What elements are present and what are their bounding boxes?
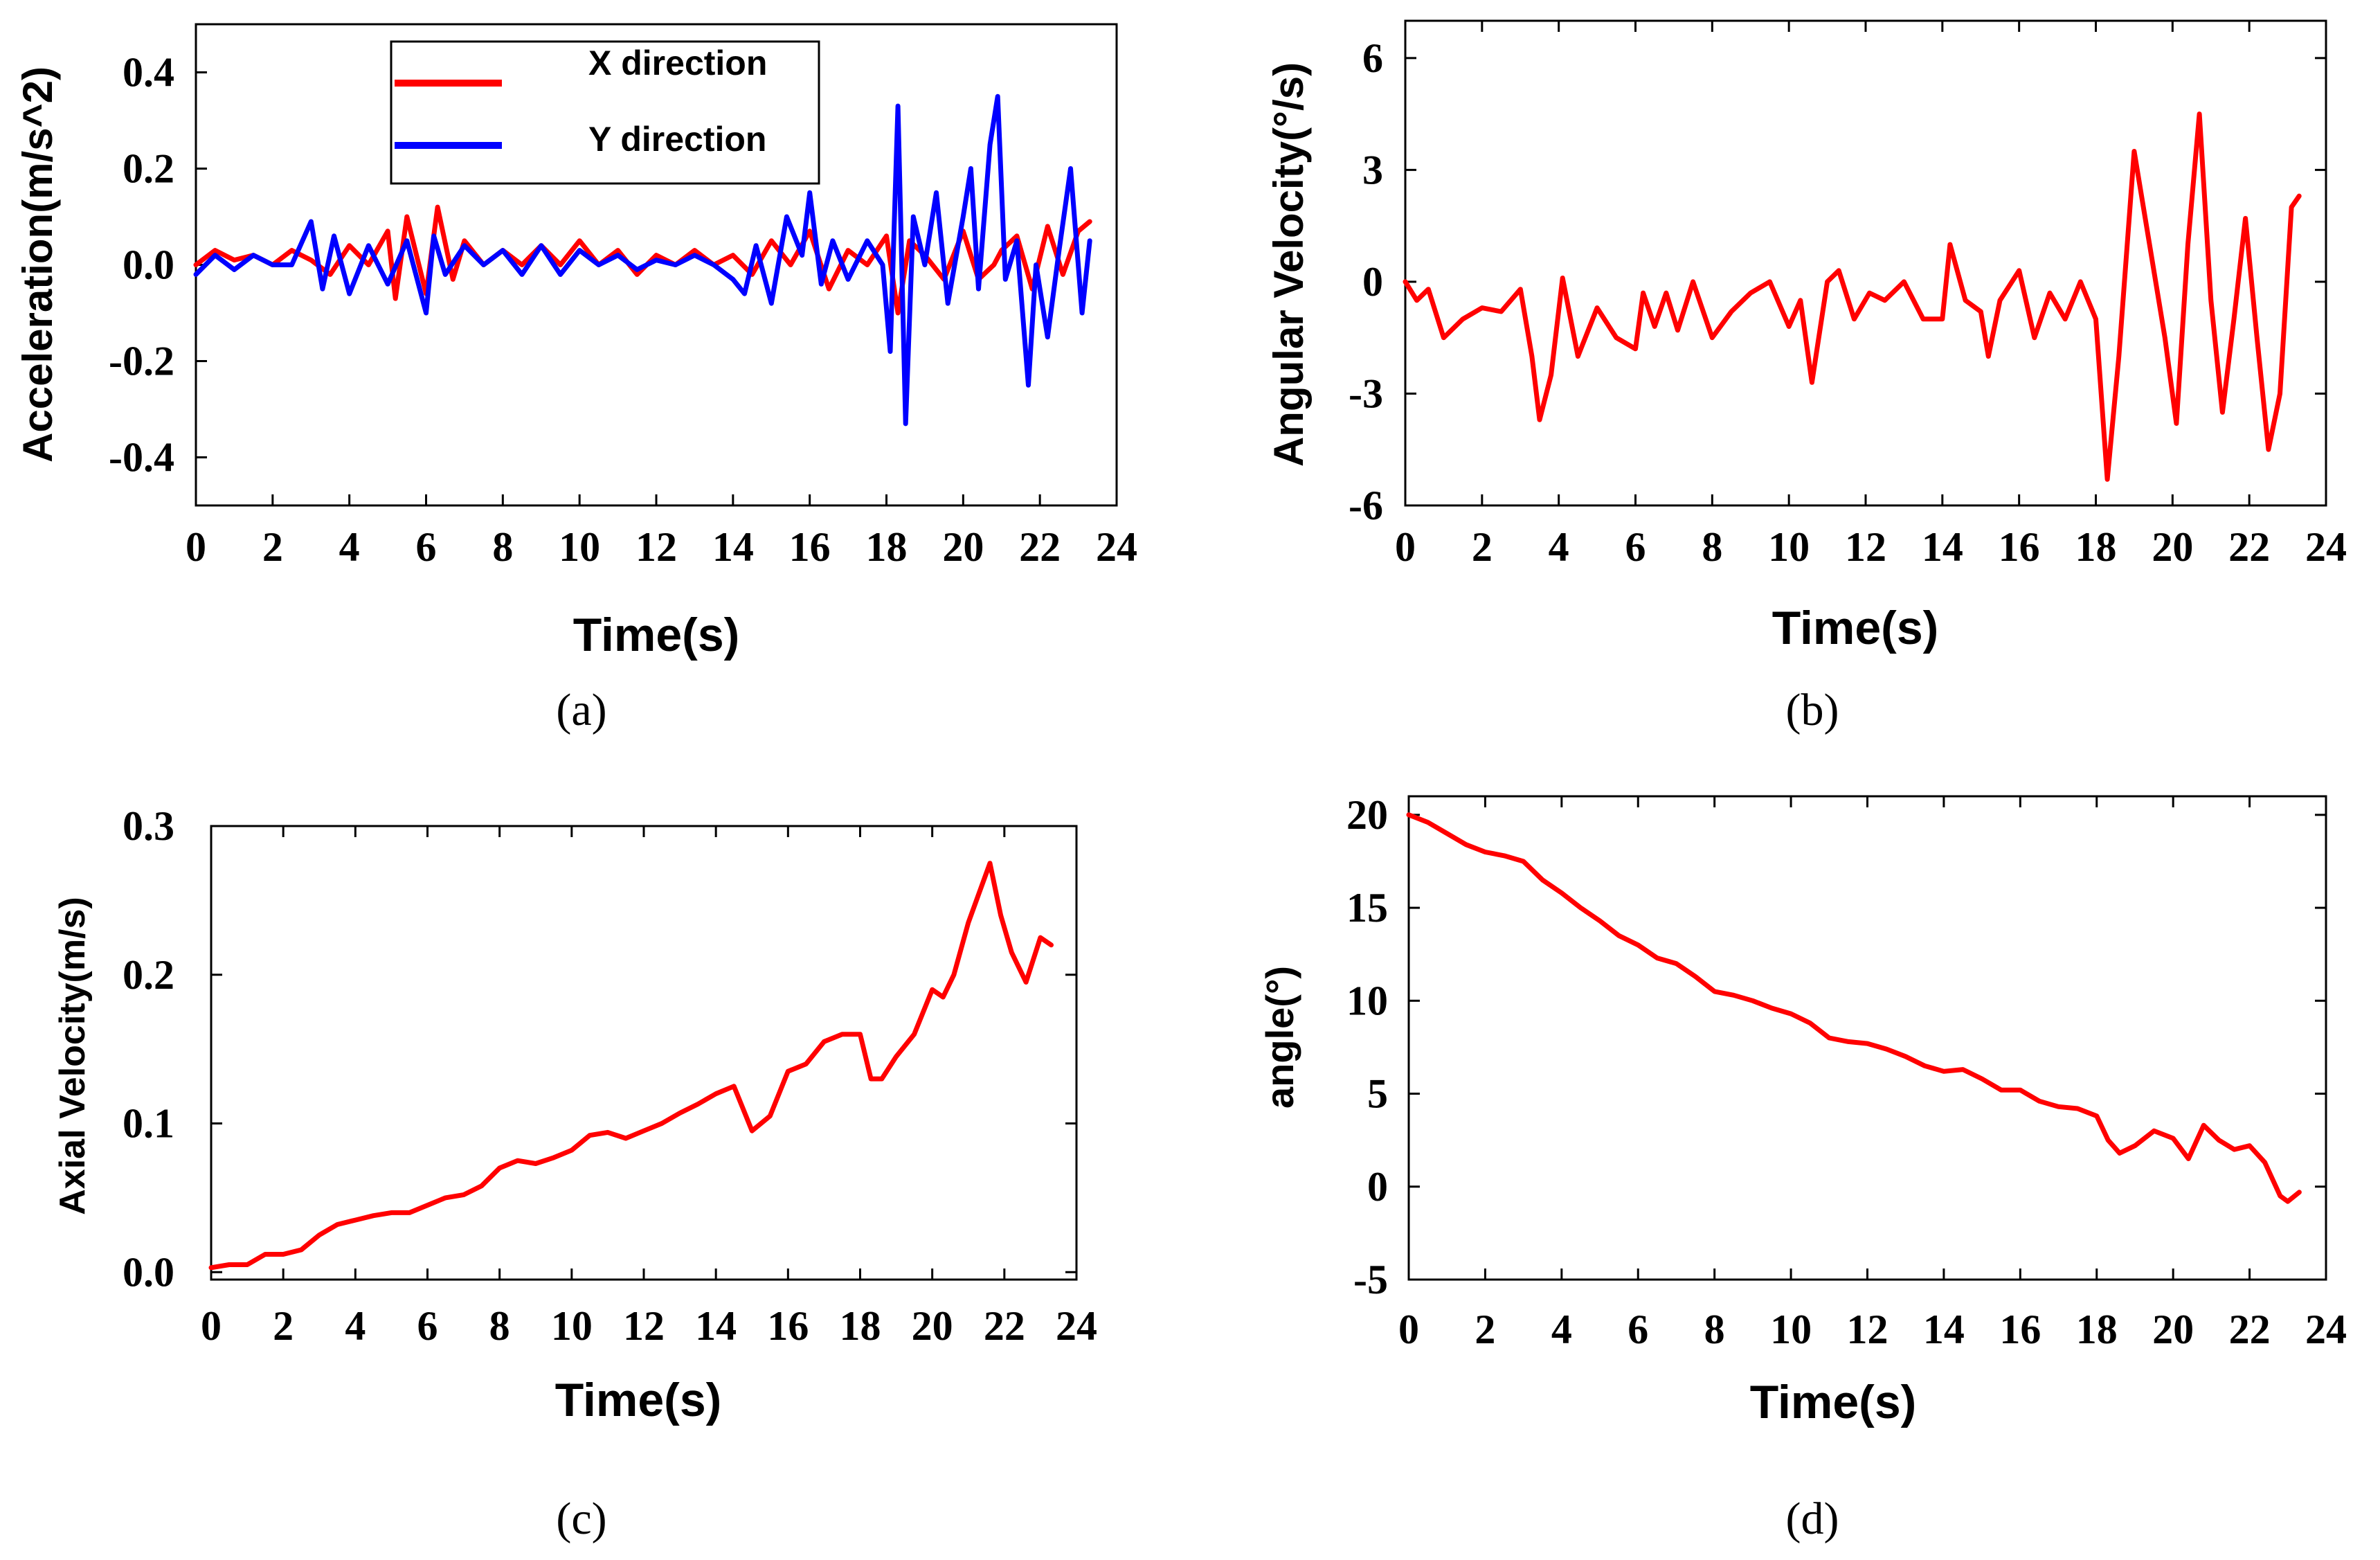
y-tick-label: 6 [1362,35,1383,81]
x-tick-label: 12 [623,1303,665,1349]
x-tick-label: 2 [1472,524,1493,570]
x-tick-label: 24 [2305,524,2347,570]
panel-c-caption: (c) [556,1494,606,1544]
panel-a-caption: (a) [556,685,606,735]
y-tick-label: 0.0 [123,1249,174,1295]
x-tick-label: 18 [2076,1307,2118,1352]
x-tick-label: 4 [339,524,360,570]
x-tick-label: 6 [417,1303,438,1349]
x-tick-label: 4 [1549,524,1569,570]
x-tick-label: 20 [2152,1307,2194,1352]
x-tick-label: 2 [1475,1307,1495,1352]
x-tick-label: 2 [262,524,283,570]
x-tick-label: 18 [2075,524,2117,570]
x-tick-label: 24 [1056,1303,1097,1349]
x-tick-label: 10 [1770,1307,1812,1352]
x-tick-label: 16 [1999,1307,2041,1352]
x-tick-label: 4 [345,1303,366,1349]
panel-c-ylabel: Axial Velocity(m/s) [53,897,93,1215]
series-line-1 [1406,812,2302,1204]
x-tick-label: 16 [767,1303,809,1349]
panel-a-legend: X direction Y direction [390,40,820,185]
y-tick-label: 5 [1367,1071,1388,1117]
y-tick-label: 0.4 [123,50,174,96]
y-tick-label: 0 [1362,259,1383,305]
x-tick-label: 0 [201,1303,222,1349]
legend-label-x: X direction [588,44,767,82]
x-tick-label: 6 [416,524,437,570]
x-tick-label: 4 [1551,1307,1572,1352]
y-tick-label: -5 [1353,1257,1388,1302]
series-line-1 [1403,111,2302,482]
y-tick-label: 10 [1346,978,1388,1023]
series-line-2 [193,93,1092,427]
panel-d-ylabel: angle(°) [1258,966,1301,1109]
x-tick-label: 18 [840,1303,881,1349]
x-tick-label: 0 [1398,1307,1419,1352]
x-tick-label: 6 [1628,1307,1648,1352]
x-tick-label: 24 [1096,524,1137,570]
y-tick-label: 0.2 [123,952,174,998]
x-tick-label: 8 [489,1303,510,1349]
y-tick-label: -0.2 [109,339,174,384]
x-tick-label: 12 [635,524,677,570]
x-tick-label: 12 [1847,1307,1888,1352]
x-tick-label: 6 [1625,524,1646,570]
y-tick-label: -0.4 [109,435,174,481]
y-tick-label: 0 [1367,1164,1388,1210]
y-tick-label: -3 [1349,370,1383,416]
panel-a-xlabel: Time(s) [573,609,740,661]
x-tick-label: 2 [273,1303,294,1349]
panel-a-ylabel: Acceleration(m/s^2) [15,66,61,463]
y-tick-label: 0.1 [123,1101,174,1147]
x-tick-label: 10 [551,1303,593,1349]
panel-a: 0 2 4 6 8 10 12 14 16 18 20 22 240.40.20.0-0.2-0.4 X… [15,23,1137,735]
panel-d-caption: (d) [1786,1494,1839,1544]
legend-label-y: Y direction [588,120,766,159]
x-tick-label: 20 [2152,524,2193,570]
x-tick-label: 10 [559,524,600,570]
x-tick-label: 14 [695,1303,737,1349]
y-tick-label: 3 [1362,147,1383,192]
series-line-1 [208,861,1054,1271]
x-tick-label: 22 [1019,524,1061,570]
x-tick-label: 16 [789,524,831,570]
y-tick-label: 0.0 [123,242,174,288]
panel-b-caption: (b) [1786,685,1839,735]
x-tick-label: 22 [2228,524,2270,570]
x-tick-label: 12 [1845,524,1886,570]
x-tick-label: 0 [1395,524,1416,570]
panel-b-ylabel: Angular Velocity(°/s) [1265,62,1312,467]
y-tick-label: -6 [1349,483,1383,528]
x-tick-label: 20 [912,1303,953,1349]
x-tick-label: 14 [1923,1307,1965,1352]
panel-c: 0 2 4 6 8 10 12 14 16 18 20 22 240.30.20.10.0 Time(s… [53,803,1097,1544]
x-tick-label: 24 [2305,1307,2347,1352]
panel-b-xlabel: Time(s) [1772,602,1939,654]
x-tick-label: 8 [1704,1307,1725,1352]
x-tick-label: 8 [1702,524,1722,570]
x-tick-label: 14 [1922,524,1963,570]
panel-c-xlabel: Time(s) [555,1374,722,1426]
x-tick-label: 8 [492,524,513,570]
x-tick-label: 22 [984,1303,1025,1349]
panel-d-xlabel: Time(s) [1750,1376,1917,1428]
x-tick-label: 0 [186,524,206,570]
y-tick-label: 0.2 [123,146,174,192]
x-tick-label: 22 [2229,1307,2271,1352]
x-tick-label: 20 [942,524,984,570]
y-tick-label: 20 [1346,792,1388,838]
legend-box [390,40,820,185]
x-tick-label: 18 [866,524,908,570]
y-tick-label: 15 [1346,885,1388,931]
panel-d-plot-frame [1407,795,2327,1281]
y-tick-label: 0.3 [123,803,174,849]
panel-c-plot-frame [210,825,1078,1281]
x-tick-label: 10 [1768,524,1810,570]
x-tick-label: 14 [712,524,754,570]
x-tick-label: 16 [1999,524,2040,570]
